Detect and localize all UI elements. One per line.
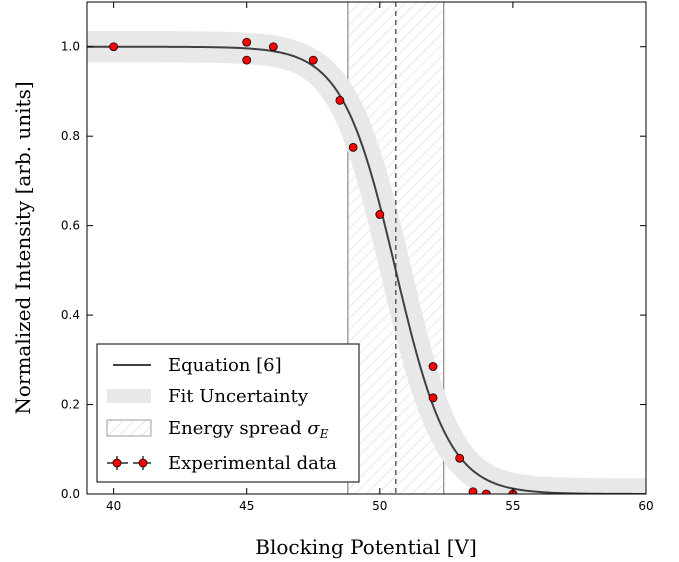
data-point bbox=[242, 55, 252, 65]
legend-data-swatch bbox=[107, 456, 151, 470]
x-axis-title: Blocking Potential [V] bbox=[255, 535, 477, 559]
legend: Equation [6] Fit Uncertainty Energy spre… bbox=[96, 343, 360, 483]
legend-span-label: Energy spread σE bbox=[168, 418, 329, 441]
y-tick-label: 0.6 bbox=[61, 219, 80, 233]
x-tick-label: 45 bbox=[239, 499, 254, 513]
legend-span-sigma: σ bbox=[307, 418, 320, 439]
axes: 40 45 50 55 60 0.0 0.2 0.4 0.6 0.8 1.0 bbox=[61, 1, 654, 513]
legend-span-swatch bbox=[106, 419, 152, 437]
data-point bbox=[455, 453, 465, 463]
data-point bbox=[268, 42, 278, 52]
fit-uncertainty-band bbox=[87, 31, 646, 494]
data-point bbox=[428, 362, 438, 371]
legend-span-subscript: E bbox=[319, 427, 329, 441]
x-tick-label: 55 bbox=[505, 499, 520, 513]
legend-frame bbox=[96, 343, 360, 483]
y-tick-label: 0.8 bbox=[61, 129, 80, 143]
x-tick-label: 60 bbox=[638, 499, 653, 513]
y-tick-label: 0.4 bbox=[61, 308, 80, 322]
y-tick-label: 0.2 bbox=[61, 398, 80, 412]
legend-band-swatch bbox=[107, 389, 151, 403]
data-point bbox=[242, 37, 252, 47]
data-point bbox=[308, 55, 318, 65]
data-point bbox=[348, 142, 358, 152]
y-axis-title: Normalized Intensity [arb. units] bbox=[11, 81, 35, 414]
data-point bbox=[109, 42, 119, 52]
legend-span-text: Energy spread bbox=[168, 418, 307, 439]
data-point bbox=[468, 487, 478, 494]
legend-fit-label: Equation [6] bbox=[168, 355, 282, 376]
y-tick-label: 0.0 bbox=[61, 487, 80, 501]
plot-area bbox=[87, 2, 646, 494]
data-point bbox=[428, 393, 438, 403]
fit-curve bbox=[87, 45, 646, 494]
data-point bbox=[375, 210, 385, 219]
legend-data-label: Experimental data bbox=[168, 453, 337, 474]
legend-band-label: Fit Uncertainty bbox=[168, 386, 309, 407]
x-tick-label: 50 bbox=[372, 499, 387, 513]
y-tick-label: 1.0 bbox=[61, 40, 80, 54]
data-point bbox=[335, 96, 345, 105]
x-tick-label: 40 bbox=[106, 499, 121, 513]
plot-frame bbox=[86, 1, 647, 495]
data-point bbox=[481, 489, 491, 494]
